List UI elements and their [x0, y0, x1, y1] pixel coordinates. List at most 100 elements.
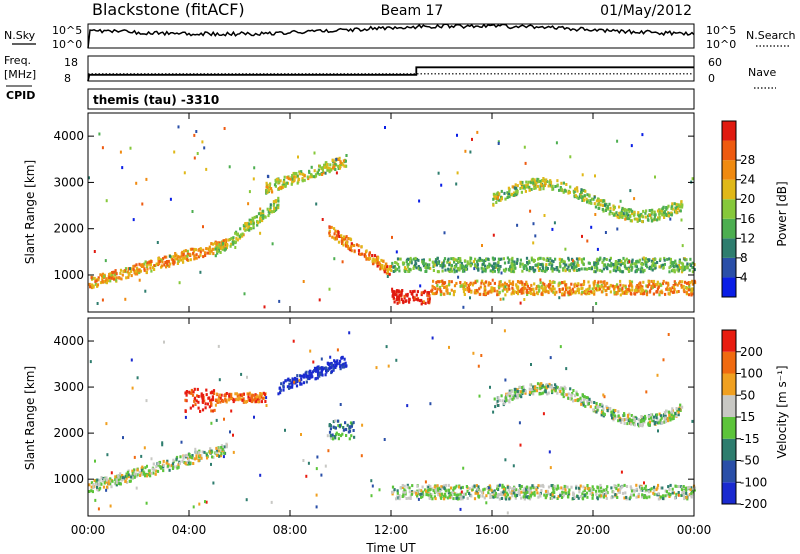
velocity-cell [191, 454, 194, 457]
power-cell [338, 166, 341, 170]
power-cell [652, 281, 655, 285]
power-cell [656, 280, 659, 284]
power-cell [590, 201, 593, 205]
velocity-cell [130, 475, 133, 479]
velocity-cell [315, 505, 318, 509]
velocity-cell [670, 410, 673, 414]
power-cell [143, 268, 146, 272]
power-cell [653, 285, 656, 288]
power-cell [414, 263, 417, 267]
power-cell [433, 286, 436, 289]
velocity-cell [489, 385, 491, 389]
power-cell [650, 284, 653, 288]
velocity-cell [150, 457, 153, 461]
velocity-cell [429, 487, 432, 491]
power-cell [504, 197, 507, 201]
power-cell [581, 261, 584, 265]
power-cell [360, 252, 364, 256]
velocity-ytick-label: 3000 [53, 380, 84, 394]
velocity-cell [125, 480, 129, 484]
power-cell [562, 181, 565, 185]
velocity-cell [181, 459, 184, 463]
velocity-cell [324, 373, 327, 377]
power-cell [294, 175, 297, 179]
power-cell [497, 293, 500, 296]
velocity-cell [588, 399, 591, 403]
velocity-cell [504, 458, 507, 462]
power-cell [523, 298, 526, 301]
velocity-cell [185, 454, 188, 458]
velocity-cell [100, 476, 103, 480]
power-cell [146, 261, 149, 265]
velocity-cell [530, 363, 532, 366]
power-cell [593, 292, 596, 296]
velocity-cell [307, 461, 310, 465]
velocity-cell [385, 345, 388, 349]
velocity-cell [289, 385, 292, 389]
velocity-cell [599, 403, 602, 407]
velocity-cell [649, 488, 652, 492]
power-cell [680, 205, 684, 209]
velocity-cell [116, 476, 119, 480]
power-cell [628, 210, 631, 214]
velocity-cell [155, 469, 158, 473]
power-cell [439, 290, 442, 294]
velocity-cell [653, 415, 656, 419]
velocity-cell [574, 398, 577, 402]
power-cell [543, 214, 546, 217]
power-cell [650, 259, 653, 263]
power-cell [386, 275, 389, 278]
power-cell [259, 207, 262, 211]
velocity-cell [184, 398, 187, 402]
velocity-cell [334, 419, 337, 423]
velocity-cell [346, 423, 349, 427]
velocity-cell [420, 492, 423, 496]
power-cell [412, 298, 415, 302]
velocity-cell [518, 490, 521, 494]
power-cell [558, 269, 561, 273]
power-cell [516, 287, 519, 291]
velocity-cell [165, 461, 168, 465]
velocity-cell [499, 493, 502, 496]
power-cell [123, 269, 126, 273]
power-cell [561, 281, 564, 284]
velocity-cell [192, 404, 195, 408]
velocity-cell [572, 389, 575, 392]
power-cell [139, 263, 142, 267]
power-cell [410, 292, 413, 295]
velocity-cell [448, 488, 451, 492]
cpid-label: CPID [6, 89, 35, 102]
velocity-cell [194, 403, 197, 406]
velocity-cell [582, 485, 585, 489]
power-cell [453, 267, 456, 271]
velocity-cell [644, 416, 647, 420]
power-cell [556, 183, 559, 187]
power-cell [399, 290, 402, 294]
velocity-cell [106, 453, 109, 457]
power-cell [449, 268, 452, 272]
power-cell [588, 286, 591, 290]
power-cell [267, 214, 270, 218]
velocity-cell [340, 363, 343, 367]
nave-right-label: Nave [748, 66, 776, 79]
velocity-cell [154, 472, 157, 476]
velocity-cell [324, 464, 327, 468]
power-cell [455, 258, 458, 262]
power-cell [424, 301, 427, 305]
power-cell [430, 289, 433, 293]
velocity-cell [196, 394, 199, 398]
velocity-cell [567, 490, 570, 494]
power-cell [457, 260, 460, 264]
power-cell [408, 267, 411, 271]
power-cell [317, 168, 320, 172]
power-cell [345, 235, 348, 239]
velocity-cell [593, 401, 596, 404]
velocity-cell [603, 493, 606, 497]
velocity-cell [504, 378, 507, 382]
velocity-cell [540, 489, 543, 492]
velocity-cell [639, 488, 642, 492]
velocity-cell [282, 384, 285, 388]
velocity-cell [234, 392, 237, 396]
velocity-cell [635, 495, 638, 499]
velocity-cell [566, 485, 569, 489]
